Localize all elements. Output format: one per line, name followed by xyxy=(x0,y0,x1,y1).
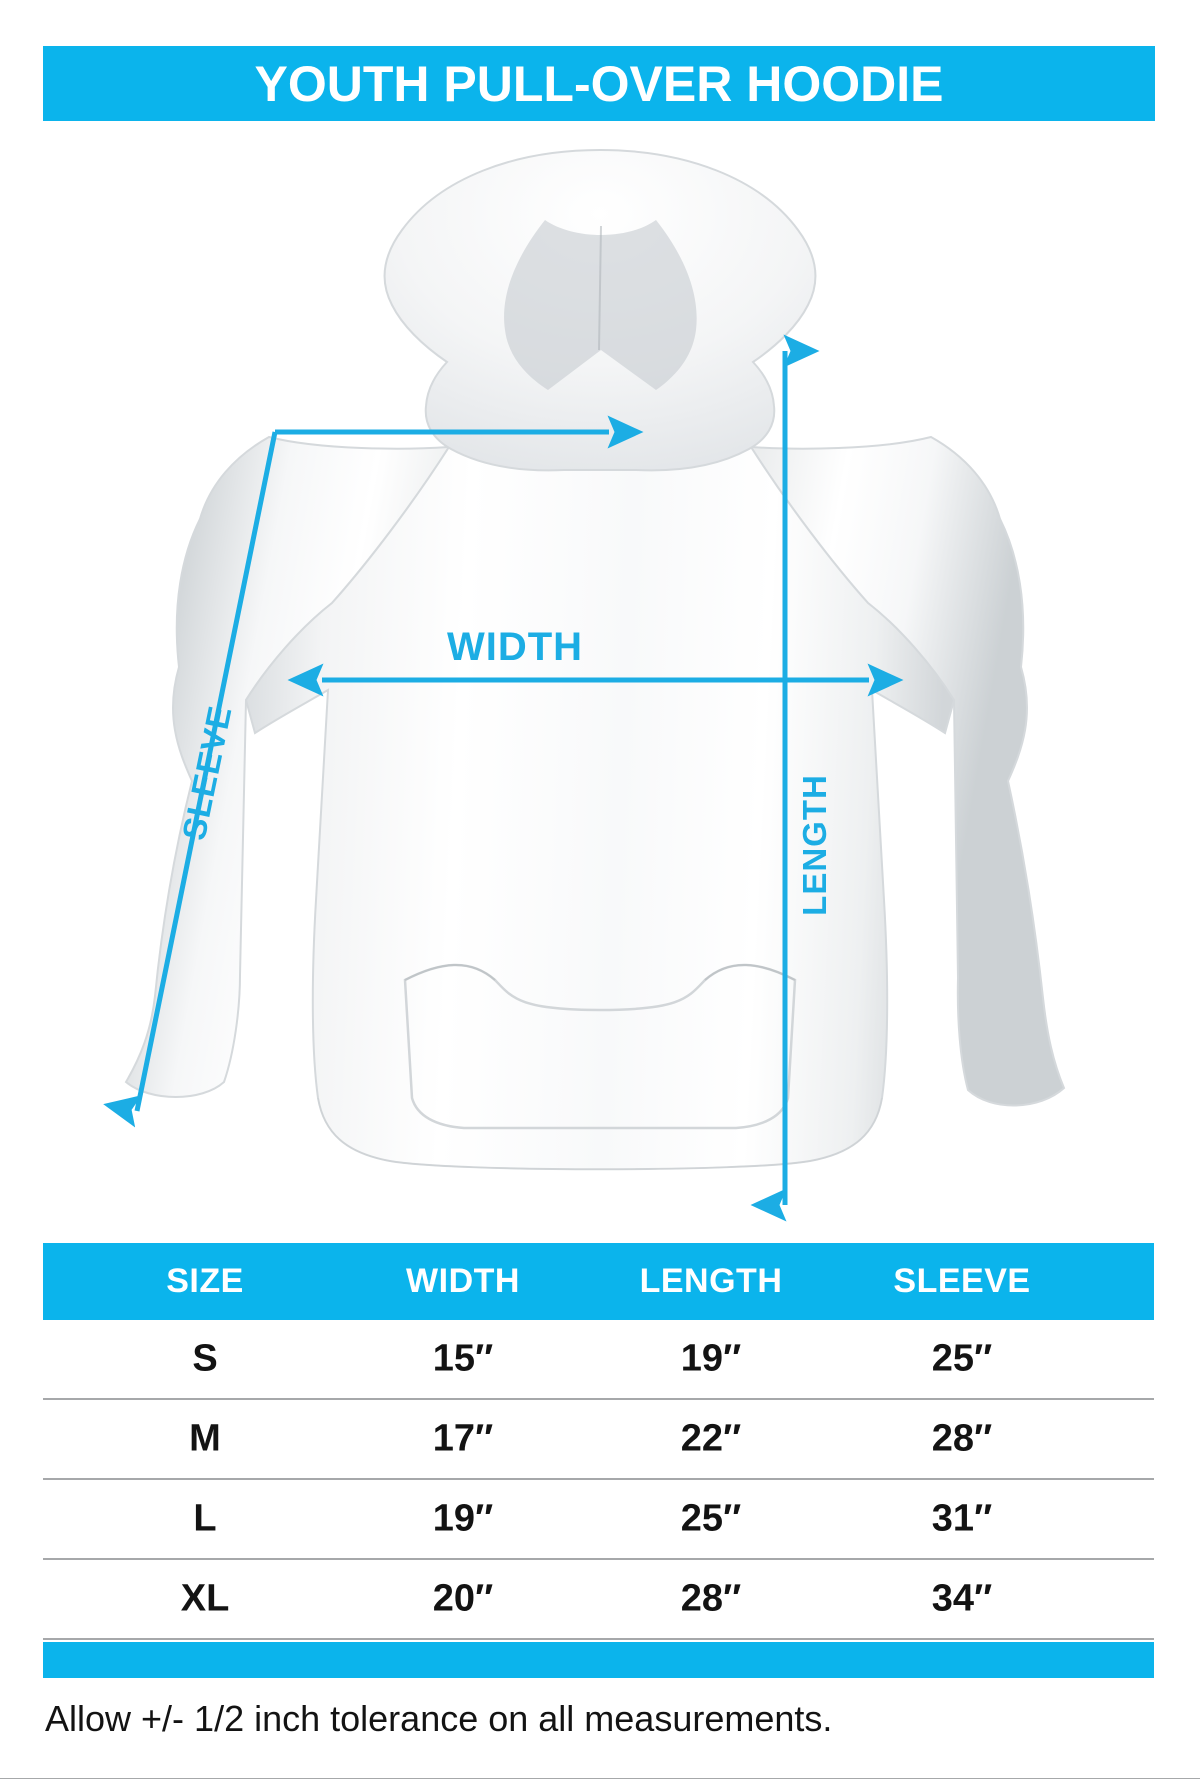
svg-text:LENGTH: LENGTH xyxy=(796,774,833,916)
svg-text:WIDTH: WIDTH xyxy=(447,625,583,669)
svg-text:SLEEVE: SLEEVE xyxy=(175,702,239,843)
